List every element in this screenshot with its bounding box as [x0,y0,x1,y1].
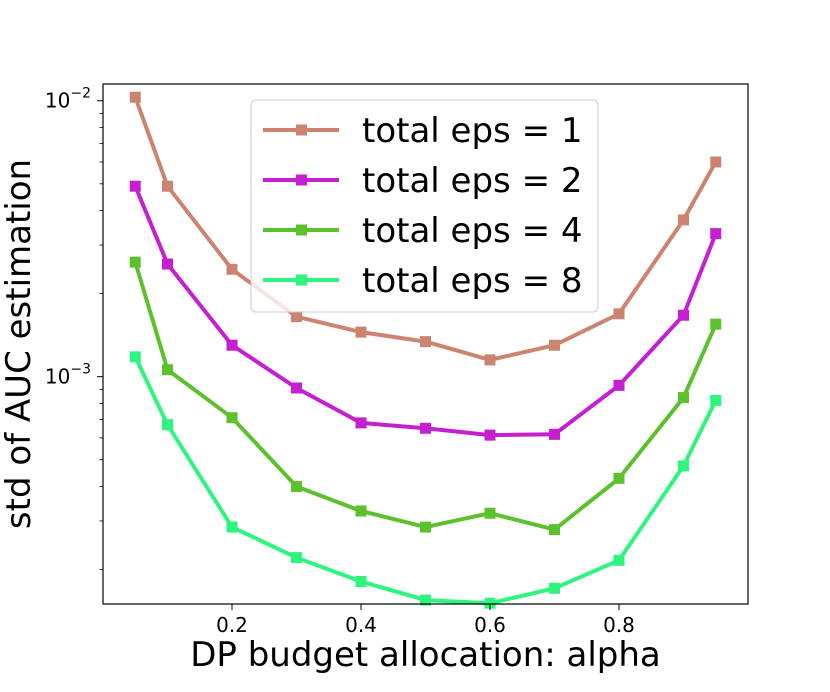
legend-marker [296,174,307,186]
data-point [420,521,431,533]
data-point [549,582,560,594]
data-point [355,575,367,587]
data-point [710,318,722,330]
x-axis-ticks: 0.2 0.4 0.6 0.8 [216,604,635,637]
legend-item: total eps = 4 [263,211,583,251]
data-point [549,339,560,351]
data-point [291,480,302,492]
data-point [613,554,625,566]
legend-label: total eps = 8 [362,261,583,301]
legend-label: total eps = 4 [362,211,583,251]
data-point [710,394,722,406]
data-point [420,422,431,434]
series-layer [129,91,722,609]
data-point [162,258,173,270]
data-point [678,214,689,226]
x-tick-label: 0.4 [345,613,377,637]
data-point [710,228,722,240]
data-point [484,429,496,441]
data-point [291,382,302,394]
data-point [484,597,496,609]
data-point [129,256,141,268]
data-point [613,308,625,320]
x-tick-label: 0.8 [603,613,635,637]
series-line [133,355,718,606]
legend-marker [296,274,307,286]
data-point [678,392,689,404]
data-point [678,309,689,321]
data-point [355,326,367,338]
data-point [484,354,496,366]
legend-marker [296,124,307,136]
data-point [162,419,173,431]
y-tick-label: 10−3 [45,362,91,389]
data-point [162,180,173,192]
legend-marker [296,224,307,236]
data-point [291,311,302,323]
data-point [549,428,560,440]
data-point [129,180,141,192]
legend-label: total eps = 1 [362,111,583,151]
x-tick-label: 0.6 [474,613,506,637]
data-point [549,524,560,536]
data-point [420,594,431,606]
data-point [355,417,367,429]
data-point [226,521,238,533]
plot-frame [102,83,749,605]
y-tick-label: 10−2 [45,86,91,113]
legend-item: total eps = 8 [263,261,583,301]
legend-box [250,99,599,313]
data-point [226,339,238,351]
data-point [710,156,722,168]
x-tick-label: 0.2 [216,613,248,637]
data-point [226,263,238,275]
data-point [678,460,689,472]
legend: total eps = 1 total eps = 2 total eps = 4 t… [250,99,599,313]
legend-item: total eps = 1 [263,111,583,151]
series-1 [129,91,722,366]
data-point [613,379,625,391]
series-2 [129,180,722,441]
data-point [613,472,625,484]
y-axis-ticks: 10−2 10−3 [45,86,103,570]
data-point [420,336,431,348]
x-axis-label: DP budget allocation: alpha [190,635,661,675]
data-point [226,412,238,424]
y-axis-label: std of AUC estimation [0,159,39,529]
series-4 [129,351,722,609]
series-3 [129,256,722,536]
data-point [291,552,302,564]
data-point [484,507,496,519]
data-point [162,364,173,376]
data-point [355,505,367,517]
data-point [129,91,141,103]
legend-item: total eps = 2 [263,161,583,201]
legend-label: total eps = 2 [362,161,583,201]
data-point [129,351,141,363]
